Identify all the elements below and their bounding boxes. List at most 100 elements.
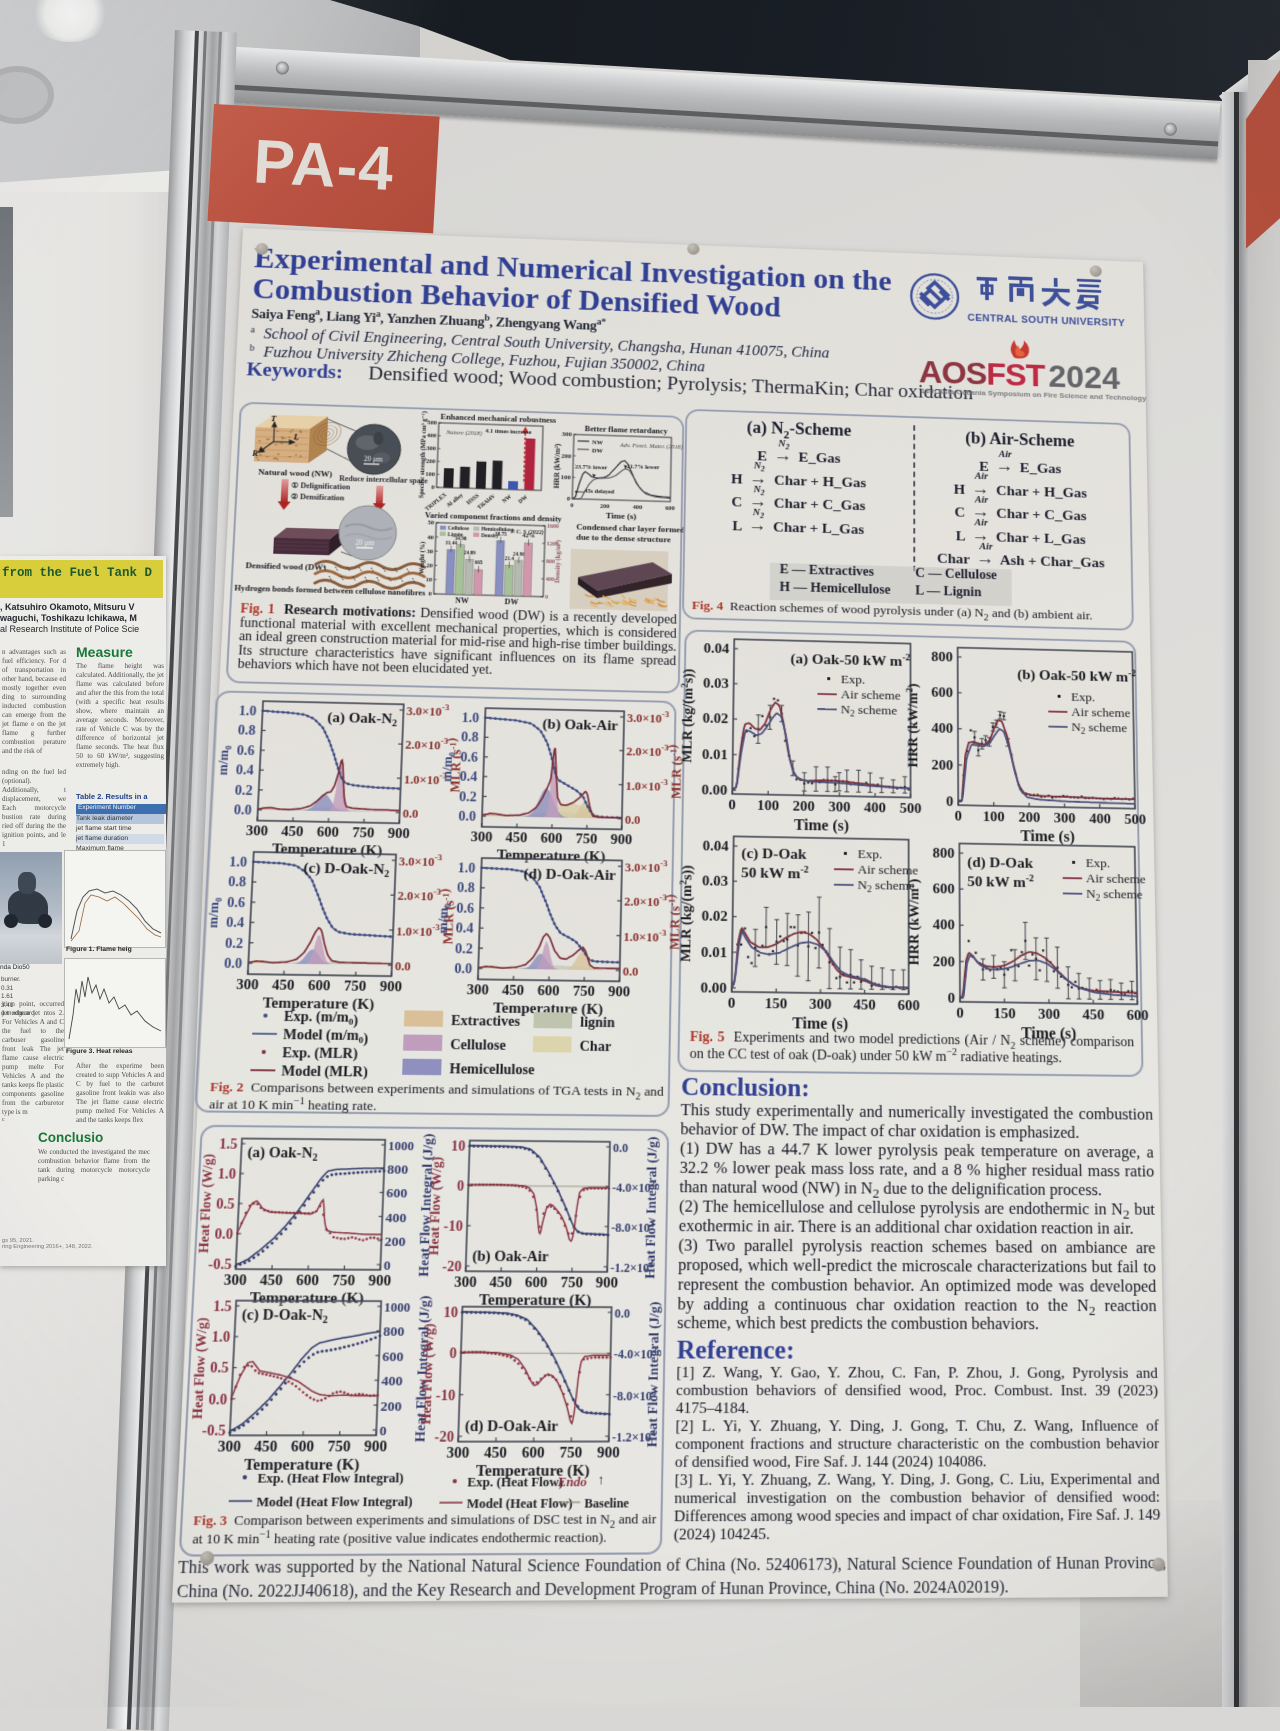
svg-text:NW: NW (592, 440, 603, 446)
svg-text:750: 750 (573, 983, 596, 999)
svg-text:24.89: 24.89 (464, 551, 476, 556)
svg-text:Exp. (Heat Flow): Exp. (Heat Flow) (467, 1475, 563, 1490)
svg-text:3.0×10-3: 3.0×10-3 (399, 852, 443, 869)
svg-text:10: 10 (451, 1137, 466, 1154)
svg-text:Varied component fractions and: Varied component fractions and density (425, 511, 562, 524)
svg-text:200: 200 (380, 1398, 402, 1414)
svg-text:400: 400 (1089, 812, 1111, 828)
svg-text:0.2: 0.2 (234, 782, 253, 798)
svg-text:R: R (251, 449, 259, 458)
svg-text:2.0×10-3: 2.0×10-3 (405, 736, 448, 753)
svg-text:600: 600 (665, 506, 675, 512)
svg-text:600: 600 (296, 1272, 320, 1289)
svg-text:40: 40 (427, 535, 434, 541)
svg-text:900: 900 (597, 1444, 620, 1461)
svg-text:23.7% lower: 23.7% lower (575, 465, 608, 472)
svg-text:0.00: 0.00 (700, 981, 726, 997)
svg-text:0: 0 (728, 996, 736, 1012)
svg-text:MLR (kg/(m2s)): MLR (kg/(m2s)) (679, 669, 697, 763)
svg-text:600: 600 (541, 830, 563, 846)
svg-text:0.03: 0.03 (703, 677, 729, 693)
svg-text:900: 900 (380, 978, 403, 994)
svg-text:Heat Flow Integral (J/g): Heat Flow Integral (J/g) (642, 1137, 660, 1279)
svg-text:L: L (292, 432, 299, 441)
svg-text:(b) Oak-Air: (b) Oak-Air (542, 717, 618, 734)
svg-text:200: 200 (600, 504, 610, 510)
svg-text:Exp. (m/m0): Exp. (m/m0) (284, 1008, 359, 1028)
svg-text:1.0: 1.0 (217, 1165, 237, 1182)
svg-text:Density: Density (481, 533, 499, 539)
svg-text:(d) D-Oak-Air: (d) D-Oak-Air (523, 867, 616, 884)
svg-text:400: 400 (633, 505, 643, 511)
svg-text:200: 200 (931, 758, 953, 774)
svg-text:3.0×10-3: 3.0×10-3 (627, 709, 669, 726)
svg-text:750: 750 (332, 1272, 356, 1289)
svg-text:0.2: 0.2 (455, 940, 473, 956)
svg-text:0: 0 (545, 595, 548, 601)
svg-text:Exp.: Exp. (858, 847, 883, 862)
svg-text:100: 100 (757, 798, 779, 814)
svg-text:(c) D-Oak: (c) D-Oak (741, 845, 807, 863)
svg-text:P. C. S (2022): P. C. S (2022) (511, 528, 544, 536)
svg-text:200: 200 (793, 799, 815, 815)
svg-text:Cellulose: Cellulose (450, 1036, 506, 1053)
svg-text:0.04: 0.04 (704, 641, 730, 657)
svg-text:Heat Flow Integral (J/g): Heat Flow Integral (J/g) (644, 1302, 662, 1448)
svg-text:1000: 1000 (384, 1300, 411, 1315)
svg-text:400: 400 (933, 918, 955, 934)
svg-text:0.03: 0.03 (702, 874, 728, 890)
svg-text:0.6: 0.6 (227, 894, 246, 910)
svg-text:450: 450 (484, 1444, 508, 1461)
svg-text:1.0×10-3: 1.0×10-3 (396, 922, 440, 939)
svg-text:NW: NW (501, 494, 513, 505)
svg-text:↑: ↑ (597, 1473, 604, 1488)
svg-text:1.0: 1.0 (211, 1328, 231, 1345)
svg-text:900: 900 (364, 1438, 388, 1455)
svg-text:450: 450 (260, 1272, 284, 1289)
svg-text:450: 450 (853, 998, 875, 1014)
svg-text:Exp.: Exp. (1086, 856, 1110, 871)
svg-text:-0.5: -0.5 (208, 1256, 233, 1273)
svg-text:1000: 1000 (388, 1139, 415, 1153)
svg-text:665: 665 (475, 561, 484, 566)
svg-text:0.5: 0.5 (210, 1359, 230, 1376)
svg-text:Heat Flow (W/g): Heat Flow (W/g) (189, 1317, 210, 1419)
svg-text:450: 450 (254, 1438, 278, 1455)
svg-text:0.4: 0.4 (455, 920, 474, 936)
svg-text:500: 500 (427, 421, 437, 427)
svg-text:0.8: 0.8 (228, 874, 247, 890)
svg-text:Air scheme: Air scheme (858, 862, 919, 878)
svg-text:2.0×10-3: 2.0×10-3 (624, 893, 667, 910)
svg-text:0.8: 0.8 (457, 880, 476, 896)
svg-text:0: 0 (457, 1177, 465, 1194)
svg-text:0.0: 0.0 (625, 813, 641, 827)
svg-text:300: 300 (828, 800, 850, 816)
svg-text:m/m0: m/m0 (205, 897, 224, 928)
svg-text:1.0×10-3: 1.0×10-3 (625, 777, 668, 794)
svg-text:400: 400 (381, 1373, 403, 1389)
svg-text:1.5: 1.5 (219, 1135, 239, 1152)
svg-text:DW: DW (592, 448, 603, 454)
svg-text:0.0: 0.0 (614, 1308, 630, 1321)
svg-text:MLR (kg/(m2s)): MLR (kg/(m2s)) (677, 865, 696, 962)
svg-text:-20: -20 (434, 1428, 455, 1445)
svg-text:0.0: 0.0 (458, 808, 477, 824)
svg-text:Air scheme: Air scheme (1071, 705, 1131, 720)
svg-text:50 kW m-2: 50 kW m-2 (741, 864, 809, 882)
svg-text:900: 900 (610, 831, 632, 847)
svg-text:Weight (%): Weight (%) (418, 541, 427, 574)
svg-text:Heat Flow (W/g): Heat Flow (W/g) (418, 1323, 437, 1424)
svg-text:CENTRAL SOUTH UNIVERSITY: CENTRAL SOUTH UNIVERSITY (967, 313, 1125, 329)
svg-text:0: 0 (449, 1345, 457, 1362)
svg-text:0.2: 0.2 (459, 788, 477, 804)
svg-text:Heat Flow (W/g): Heat Flow (W/g) (426, 1157, 445, 1256)
svg-text:Char: Char (579, 1038, 611, 1054)
svg-text:0: 0 (728, 798, 736, 814)
svg-text:500: 500 (1124, 812, 1146, 828)
svg-text:Better flame retardancy: Better flame retardancy (585, 424, 668, 435)
svg-text:300: 300 (1054, 811, 1076, 827)
svg-text:800: 800 (933, 846, 955, 862)
svg-text:Densified wood (DW): Densified wood (DW) (245, 561, 326, 572)
svg-text:1.0×10-3: 1.0×10-3 (623, 927, 666, 944)
svg-text:Time (s): Time (s) (1020, 829, 1074, 846)
